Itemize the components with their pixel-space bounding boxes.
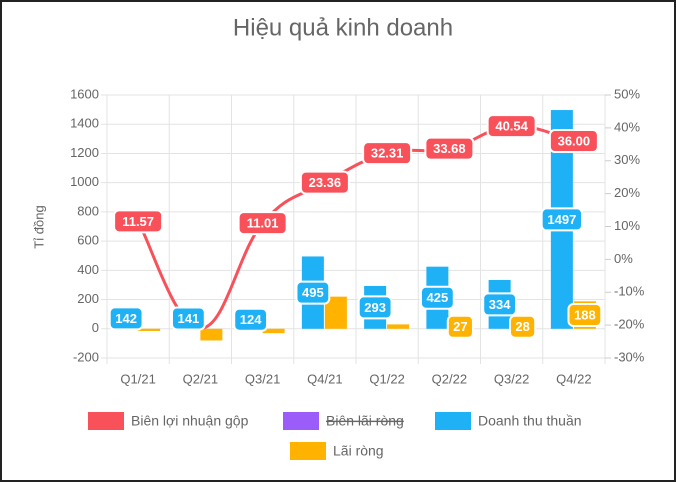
data-label: 11.57 <box>122 214 154 229</box>
data-label-bg <box>362 141 413 166</box>
data-label-bg <box>108 306 144 331</box>
x-tick-label: Q3/22 <box>494 371 529 386</box>
data-label-bg <box>170 306 206 331</box>
data-label: 33.68 <box>433 141 466 156</box>
y-tick-label: 1600 <box>70 86 99 101</box>
y2-tick-label: 50% <box>614 86 640 101</box>
data-label: 11.01 <box>247 216 279 231</box>
x-tick-label: Q2/21 <box>183 371 218 386</box>
legend-label: Biên lãi ròng <box>326 413 404 429</box>
legend-label: Lãi ròng <box>333 443 384 459</box>
x-tick-label: Q1/21 <box>120 371 155 386</box>
y-tick-label: -200 <box>73 349 99 364</box>
data-label-bg <box>357 295 393 320</box>
legend-label: Biên lợi nhuận gộp <box>131 413 249 429</box>
y2-tick-label: 30% <box>614 152 640 167</box>
x-tick-label: Q2/22 <box>432 371 467 386</box>
legend-swatch <box>290 442 326 460</box>
x-tick-label: Q4/22 <box>556 371 591 386</box>
y-tick-label: 1200 <box>70 145 99 160</box>
data-label-bg <box>299 170 350 195</box>
data-label-bg <box>509 314 537 339</box>
legend-swatch <box>435 412 471 430</box>
data-label: 23.36 <box>309 175 342 190</box>
y2-tick-label: -20% <box>614 317 645 332</box>
data-label: 124 <box>240 312 262 327</box>
data-label-bg <box>446 314 474 339</box>
y2-tick-label: 0% <box>614 251 633 266</box>
legend-swatch <box>88 412 124 430</box>
y-tick-label: 400 <box>77 262 99 277</box>
data-label-bg <box>113 209 164 234</box>
data-label-bg <box>540 207 584 232</box>
data-label: 28 <box>515 319 529 334</box>
x-tick-label: Q1/22 <box>369 371 404 386</box>
y-tick-label: 600 <box>77 233 99 248</box>
y2-tick-label: 40% <box>614 119 640 134</box>
data-label-bg <box>424 136 475 161</box>
bar <box>138 328 161 331</box>
y-axis-label: Tỉ đồng <box>31 205 46 248</box>
y-tick-label: 1400 <box>70 116 99 131</box>
y2-tick-label: 20% <box>614 185 640 200</box>
y-tick-label: 1000 <box>70 174 99 189</box>
data-label: 495 <box>302 285 324 300</box>
x-tick-label: Q4/21 <box>307 371 342 386</box>
data-label-bg <box>237 211 288 236</box>
y2-tick-label: -10% <box>614 284 645 299</box>
data-label: 188 <box>574 307 596 322</box>
data-label: 141 <box>178 311 200 326</box>
chart-title: Hiệu quả kinh doanh <box>233 14 453 41</box>
data-label-bg <box>295 280 331 305</box>
data-label-bg <box>233 307 269 332</box>
bar <box>262 328 285 334</box>
data-label-bg <box>482 292 518 317</box>
data-label: 27 <box>453 319 467 334</box>
y-tick-label: 800 <box>77 203 99 218</box>
data-label: 40.54 <box>495 119 528 134</box>
y-tick-label: 0 <box>92 320 99 335</box>
data-label: 36.00 <box>558 133 591 148</box>
bar <box>200 328 223 341</box>
x-tick-label: Q3/21 <box>245 371 280 386</box>
data-label: 142 <box>115 311 137 326</box>
data-label-bg <box>486 114 537 139</box>
data-label: 32.31 <box>371 146 404 161</box>
y-tick-label: 200 <box>77 291 99 306</box>
y2-tick-label: -30% <box>614 349 645 364</box>
data-label: 1497 <box>547 212 576 227</box>
data-label: 425 <box>427 290 449 305</box>
data-label: 293 <box>364 300 386 315</box>
bar <box>324 296 347 329</box>
data-label-bg <box>567 303 603 328</box>
legend-swatch <box>283 412 319 430</box>
data-label: 334 <box>489 297 511 312</box>
data-label-bg <box>548 129 599 154</box>
bar <box>387 324 410 329</box>
data-label-bg <box>419 285 455 310</box>
y2-tick-label: 10% <box>614 218 640 233</box>
legend-label: Doanh thu thuần <box>478 413 582 429</box>
